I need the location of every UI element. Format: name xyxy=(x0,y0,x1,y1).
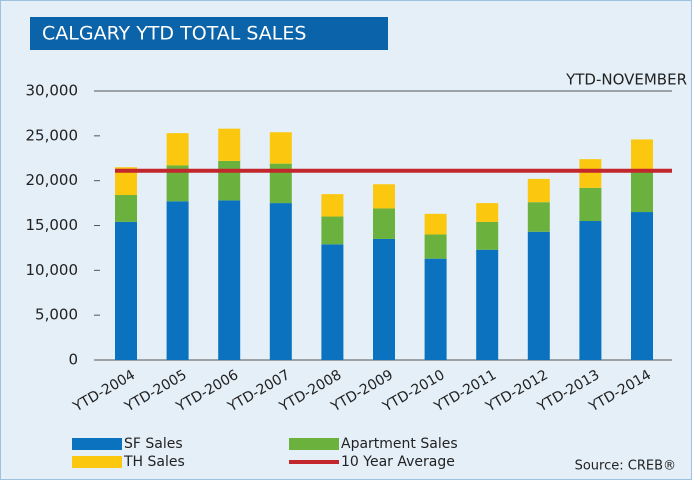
y-tick-label: 30,000 xyxy=(26,82,79,100)
y-tick-label: 15,000 xyxy=(26,216,79,234)
bar-segment xyxy=(115,167,137,196)
source: Source: CREB® xyxy=(575,459,676,474)
bar-segment xyxy=(166,133,189,166)
bar-segment xyxy=(321,216,344,245)
bar-segment xyxy=(476,221,499,250)
legend-label: SF Sales xyxy=(124,436,183,452)
bar-segment xyxy=(631,139,653,172)
bar-segment xyxy=(424,258,447,360)
bar-segment xyxy=(321,244,344,360)
bar-segment xyxy=(579,159,602,188)
legend-swatch xyxy=(289,438,339,450)
bar-segment xyxy=(631,171,653,213)
bar-segment xyxy=(373,184,395,209)
bar-segment xyxy=(527,178,550,203)
bar-segment xyxy=(115,221,137,360)
bar-segment xyxy=(218,200,241,360)
bar-segment xyxy=(579,187,602,222)
bar-segment xyxy=(166,165,189,202)
bar-segment xyxy=(527,231,550,360)
bar-segment xyxy=(269,132,292,164)
y-tick-label: 25,000 xyxy=(26,126,79,144)
title-box xyxy=(30,17,388,50)
bar-segment xyxy=(115,195,137,222)
bar-segment xyxy=(527,202,550,232)
bar-segment xyxy=(269,163,292,204)
y-tick-label: 0 xyxy=(68,351,78,369)
legend-label: Apartment Sales xyxy=(341,436,458,452)
y-tick-label: 10,000 xyxy=(26,261,79,279)
legend-label: 10 Year Average xyxy=(341,454,455,470)
legend-swatch xyxy=(72,438,122,450)
bar-segment xyxy=(476,203,499,222)
y-tick-label: 20,000 xyxy=(26,171,79,189)
bar-segment xyxy=(424,213,447,235)
bar-segment xyxy=(373,208,395,239)
bar-segment xyxy=(321,194,344,217)
bar-segment xyxy=(579,221,602,360)
bar-segment xyxy=(218,128,241,161)
subtitle: YTD-NOVEMBER xyxy=(565,71,687,89)
bar-segment xyxy=(476,249,499,360)
bar-segment xyxy=(218,160,241,201)
legend-swatch xyxy=(72,456,122,468)
bar-segment xyxy=(631,212,653,360)
bar-segment xyxy=(166,201,189,360)
legend-label: TH Sales xyxy=(123,454,185,470)
bar-segment xyxy=(269,203,292,360)
chart-title: CALGARY YTD TOTAL SALES xyxy=(42,23,306,45)
bar-segment xyxy=(373,238,395,360)
bar-segment xyxy=(424,234,447,259)
y-tick-label: 5,000 xyxy=(35,306,78,324)
